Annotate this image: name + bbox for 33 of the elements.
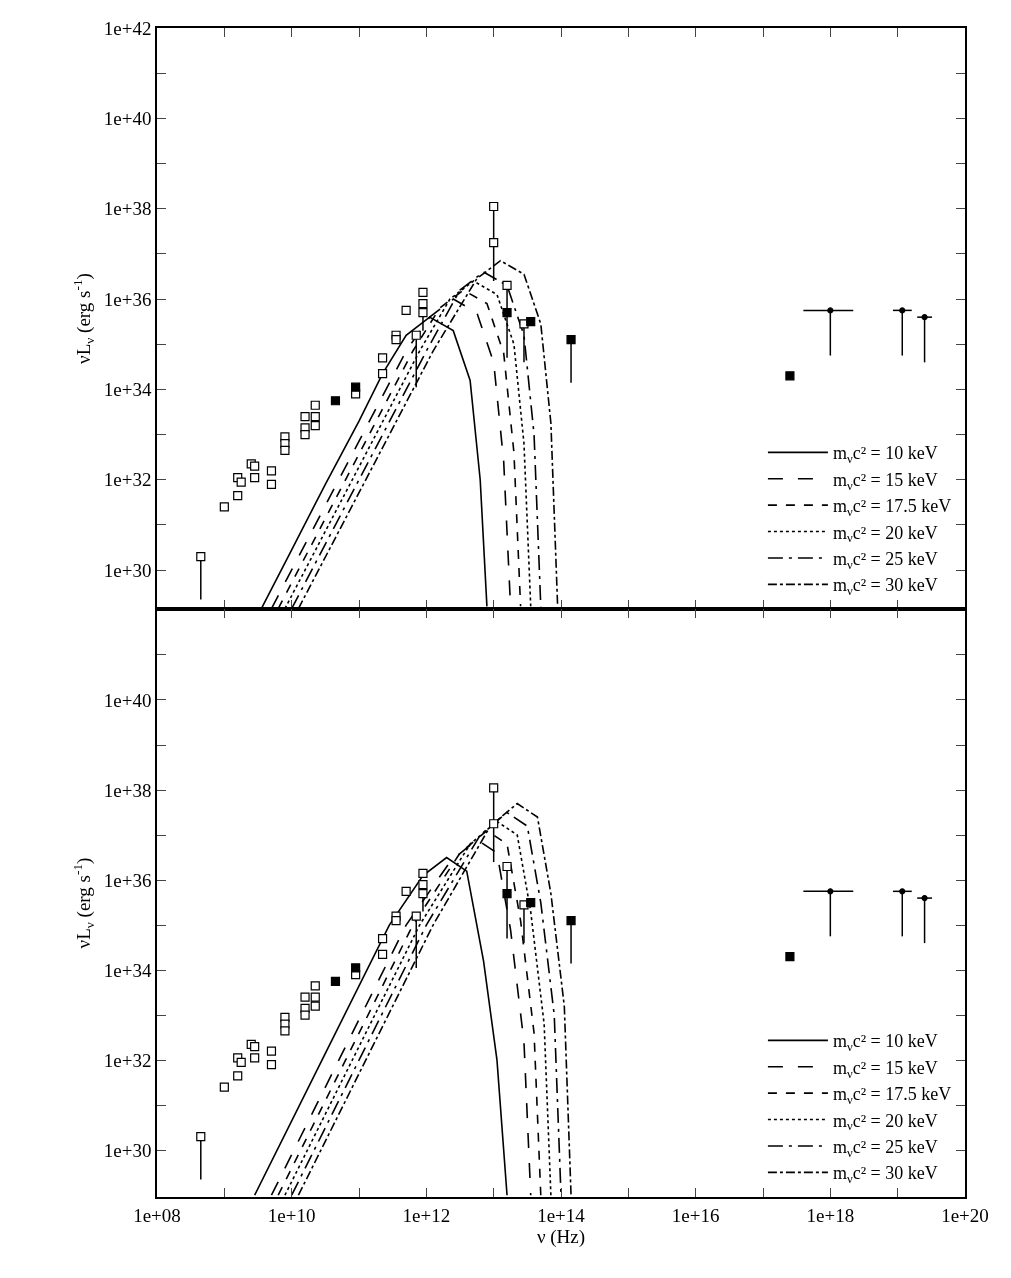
legend-label: m$_{ν}$c² = 30 keV <box>832 575 938 599</box>
y-tick-label: 1e+42 <box>103 17 152 39</box>
y-tick-label: 1e+32 <box>103 1049 152 1071</box>
legend-label: m$_{ν}$c² = 10 keV <box>832 443 938 467</box>
y-tick-label: 1e+36 <box>103 869 152 891</box>
y-tick-label: 1e+36 <box>103 288 152 310</box>
x-tick-label: 1e+18 <box>806 1204 855 1226</box>
legend-label: m$_{ν}$c² = 20 keV <box>832 522 938 546</box>
x-axis-title: ν (Hz) <box>536 1225 586 1248</box>
legend-label: m$_{ν}$c² = 15 keV <box>832 1057 938 1081</box>
x-tick-label: 1e+10 <box>267 1204 316 1226</box>
legend-label: m$_{ν}$c² = 30 keV <box>832 1163 938 1187</box>
y-tick-label: 1e+34 <box>103 379 152 401</box>
x-tick-label: 1e+08 <box>133 1204 181 1226</box>
legend-label: m$_{ν}$c² = 25 keV <box>832 548 938 572</box>
y-tick-label: 1e+40 <box>103 689 152 711</box>
y-tick-label: 1e+40 <box>103 108 152 130</box>
legend-label: m$_{ν}$c² = 17.5 keV <box>832 496 952 519</box>
y-tick-label: 1e+34 <box>103 959 152 981</box>
legend-label: m$_{ν}$c² = 10 keV <box>832 1031 938 1055</box>
y-tick-label: 1e+38 <box>103 779 152 801</box>
x-tick-label: 1e+20 <box>941 1204 989 1226</box>
x-tick-label: 1e+14 <box>537 1204 586 1226</box>
y-tick-label: 1e+30 <box>103 1139 152 1161</box>
legend-label: m$_{ν}$c² = 20 keV <box>832 1110 938 1134</box>
y-tick-label: 1e+30 <box>103 559 152 581</box>
y-tick-label: 1e+32 <box>103 469 152 491</box>
y-tick-label: 1e+38 <box>103 198 152 220</box>
legend-label: m$_{ν}$c² = 25 keV <box>832 1136 938 1160</box>
x-tick-label: 1e+12 <box>402 1204 451 1226</box>
legend-label: m$_{ν}$c² = 15 keV <box>832 469 938 493</box>
x-tick-label: 1e+16 <box>671 1204 720 1226</box>
legend-label: m$_{ν}$c² = 17.5 keV <box>832 1084 952 1107</box>
